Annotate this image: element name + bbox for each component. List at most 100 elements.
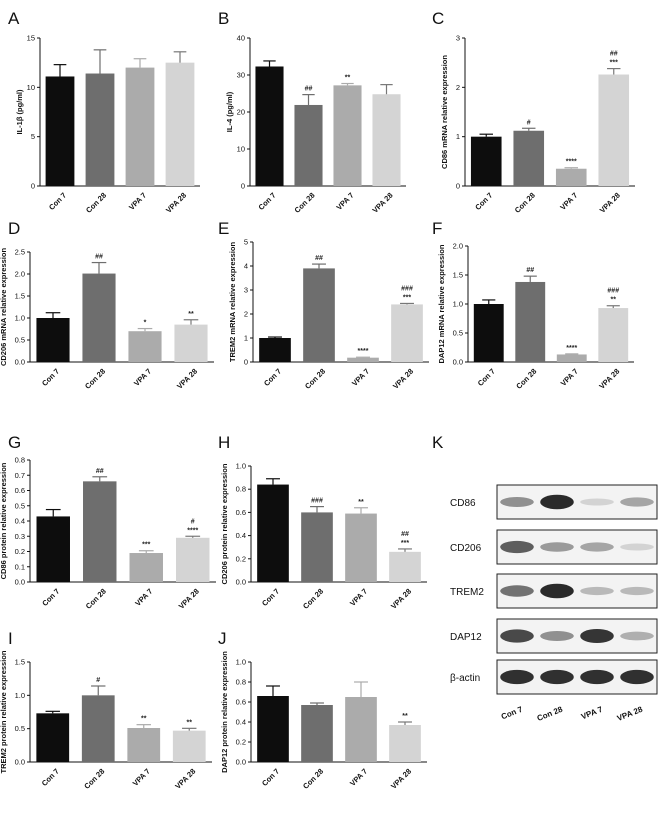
y-axis-label: CD206 protein relative expression [220,463,229,584]
y-tick-label: 2.0 [453,242,463,251]
bar [83,481,117,582]
bar [391,304,423,362]
x-tick-label: Con 7 [262,367,283,388]
significance-mark: ### [401,285,413,292]
y-tick-label: 1.0 [15,691,25,700]
panel-letter-k: K [432,433,444,452]
y-tick-label: 40 [237,34,245,43]
panel-letter-i: I [8,629,13,648]
y-tick-label: 1.0 [453,300,463,309]
chart-f-dap12-mrna: 0.0 0.5 1.0 1.5 2.0 DAP12 mRNA relative expre… [437,242,634,391]
x-tick-label: VPA 7 [133,587,154,608]
blot-band [620,543,654,551]
blot-band [500,629,534,643]
bar [165,62,195,186]
blot-band [620,586,654,596]
blot-band [620,669,654,685]
significance-mark: ## [315,255,323,262]
bar [513,130,545,186]
significance-mark: # [96,677,100,684]
y-tick-label: 0.4 [236,718,246,727]
y-tick-label: 0.0 [453,358,463,367]
x-tick-label: Con 28 [301,767,325,791]
significance-mark: **** [358,348,369,355]
y-tick-label: 5 [244,238,248,247]
significance-mark: ## [96,468,104,475]
y-tick-label: 0.1 [15,562,25,571]
blot-band [500,585,534,597]
y-tick-label: 2.0 [15,270,25,279]
x-tick-label: VPA 7 [350,367,371,388]
chart-g-cd86-protein: 0.0 0.1 0.2 0.3 0.4 0.5 0.6 0.7 0.8 CD86 protein … [0,456,216,611]
x-tick-label: VPA 7 [131,767,152,788]
x-tick-label: Con 28 [513,191,537,215]
significance-mark: **** [566,345,577,352]
y-tick-label: 3 [456,34,460,43]
x-tick-label: Con 7 [47,191,68,212]
x-tick-label: VPA 7 [335,191,356,212]
blot-band [620,497,654,507]
blot-lane-label: VPA 28 [616,704,645,723]
y-axis-label: CD206 mRNA relative expression [0,248,8,367]
y-axis-label: IL-1β (pg/ml) [15,89,24,134]
bar [129,553,163,582]
bar [257,696,289,762]
bar [259,338,291,362]
significance-mark: ** [187,719,193,726]
x-tick-label: VPA 28 [177,587,201,611]
y-tick-label: 3 [244,286,248,295]
chart-e-trem2-mrna: 0 1 2 3 4 5 TREM2 mRNA relative expression Con … [228,238,429,391]
significance-mark: ** [402,713,408,720]
bar [372,94,401,186]
y-tick-label: 5 [31,132,35,141]
chart-d-cd206-mrna: 0.0 0.5 1.0 1.5 2.0 2.5 CD206 mRNA relative ex… [0,248,214,391]
y-tick-label: 4 [244,262,248,271]
panel-letter-j: J [218,629,227,648]
x-tick-label: VPA 28 [391,367,415,391]
x-tick-label: VPA 7 [348,587,369,608]
bar [85,73,115,186]
bar [172,730,206,762]
x-tick-label: VPA 7 [127,191,148,212]
y-tick-label: 0 [456,182,460,191]
x-tick-label: Con 28 [84,587,108,611]
blot-band [540,669,574,685]
y-axis-label: DAP12 mRNA relative expression [437,244,446,363]
bar [303,268,335,362]
bar [555,168,587,186]
significance-mark: *** [610,60,618,67]
bar [82,273,116,362]
y-tick-label: 0 [244,358,248,367]
bar [389,551,421,582]
y-tick-label: 1 [244,334,248,343]
y-axis-label: TREM2 protein relative expression [0,650,8,773]
x-tick-label: VPA 7 [558,191,579,212]
bar [81,695,115,762]
x-tick-label: Con 7 [260,587,281,608]
y-tick-label: 2 [456,83,460,92]
y-tick-label: 1.5 [15,292,25,301]
significance-mark: # [191,518,195,525]
y-tick-label: 0.2 [236,554,246,563]
significance-mark: ## [526,267,534,274]
blot-row-label: DAP12 [450,632,482,643]
panel-letter-f: F [432,219,442,238]
bar [128,331,162,362]
bar [125,67,155,186]
chart-h-cd206-protein: 0.0 0.2 0.4 0.6 0.8 1.0 CD206 protein relative… [220,462,427,611]
western-blot-k: CD86 CD206 TREM2 DAP12 β-actin Con 7 Con 28 VPA… [450,484,658,723]
significance-mark: * [144,320,147,327]
x-tick-label: VPA 7 [559,367,580,388]
significance-mark: *** [142,542,150,549]
x-tick-label: Con 28 [514,367,538,391]
chart-b-il4: 0 10 20 30 40 IL-4 (pg/ml) Con 7 ## Con 28 ** VPA … [225,34,406,215]
chart-c-cd86-mrna: 0 1 2 3 CD86 mRNA relative expression Con 7 # C… [440,34,635,215]
significance-mark: ## [95,254,103,261]
blot-band [500,496,534,508]
panel-letter-e: E [218,219,229,238]
blot-row-label: CD86 [450,498,476,509]
bar [36,318,70,362]
y-tick-label: 1.0 [236,462,246,471]
bar [347,357,379,362]
